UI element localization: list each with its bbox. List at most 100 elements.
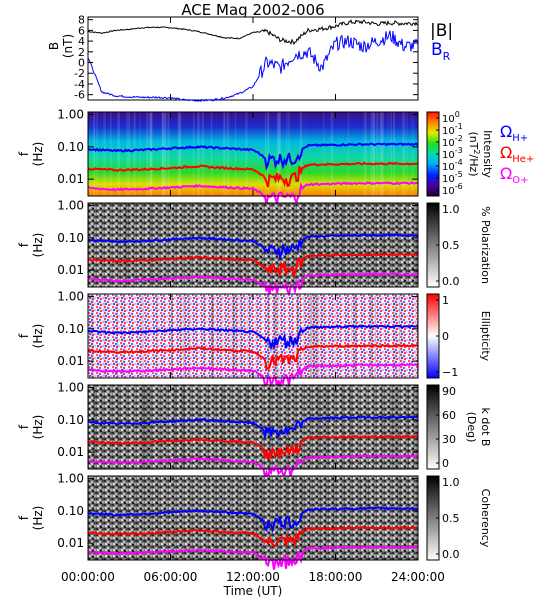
intensity-stripe (223, 112, 226, 196)
polarization-stripe (239, 203, 243, 287)
coherency-stripe (154, 476, 156, 560)
ellipticity-stripe (308, 294, 312, 378)
coherency-stripe (368, 476, 371, 560)
coherency-stripe (280, 476, 282, 560)
coherency-stripe (358, 476, 362, 560)
ellipticity-stripe (235, 294, 238, 378)
legend-br-letter: B (431, 40, 443, 60)
k-dot-b-stripe (374, 385, 376, 469)
spec-ytick-label: 0.01 (57, 536, 84, 550)
ellipticity-stripe (156, 294, 159, 378)
gyro-line-Oplus (87, 272, 419, 299)
intensity-stripe (167, 112, 170, 196)
intensity-stripe (178, 112, 182, 196)
gyro-line-Heplus (87, 434, 419, 461)
ellipticity-stripe (188, 294, 192, 378)
intensity-stripe (362, 112, 366, 196)
coherency-stripe (262, 476, 264, 560)
gyro-legend-item: ΩO+ (500, 164, 528, 186)
spec-ylabel: f (17, 151, 31, 156)
x-tick-label: 06:00:00 (144, 570, 198, 584)
intensity-stripe (267, 112, 269, 196)
coherency-stripe (265, 476, 268, 560)
ellipticity-stripe (399, 294, 403, 378)
polarization-stripe (320, 203, 323, 287)
colorbar-tick-label: −1 (442, 366, 458, 379)
coherency-stripe (242, 476, 245, 560)
ellipticity-stripe (171, 294, 173, 378)
polarization-stripe (309, 203, 313, 287)
polarization-stripe (125, 203, 127, 287)
intensity-stripe (381, 112, 384, 196)
ellipticity-stripe (103, 294, 106, 378)
ellipticity-stripe (180, 294, 183, 378)
k-dot-b-stripe (126, 385, 129, 469)
intensity-stripe (276, 112, 280, 196)
spec-ytick-label: 1.00 (57, 290, 84, 304)
polarization-stripe (398, 203, 400, 287)
k-dot-b-stripe (227, 385, 229, 469)
k-dot-b-stripe (93, 385, 95, 469)
ellipticity-stripe (90, 294, 94, 378)
k-dot-b-stripe (407, 385, 409, 469)
k-dot-b-stripe (108, 385, 111, 469)
k-dot-b-stripe (141, 385, 145, 469)
spec-yunit: (Hz) (31, 506, 45, 531)
polarization-stripe (215, 203, 217, 287)
coherency-stripe (360, 476, 362, 560)
ellipticity-stripe (346, 294, 349, 378)
k-dot-b-stripe (341, 385, 344, 469)
intensity-stripe (245, 112, 248, 196)
spec-yunit: (Hz) (31, 142, 45, 167)
intensity-stripe (331, 112, 334, 196)
coherency-stripe (177, 476, 180, 560)
gyro-legend-item: ΩHe+ (500, 143, 534, 165)
k-dot-b-colorbar-unit: (Deg) (465, 412, 478, 443)
coherency-stripe (333, 476, 335, 560)
intensity-stripe (226, 112, 229, 196)
polarization-stripe (383, 203, 386, 287)
k-dot-b-stripe (183, 385, 186, 469)
coherency-stripe (300, 476, 303, 560)
gyro-line-Heplus (87, 161, 419, 188)
k-dot-b-stripe (139, 385, 142, 469)
k-dot-b-stripe (381, 385, 383, 469)
polarization-stripe (415, 203, 418, 287)
intensity-stripe (161, 112, 164, 196)
k-dot-b-stripe (392, 385, 395, 469)
colorbar-tick-label: 10-6 (442, 182, 463, 197)
k-dot-b-stripe (305, 385, 308, 469)
intensity-stripe (267, 112, 270, 196)
coherency-stripe (304, 476, 306, 560)
coherency-stripe (137, 476, 139, 560)
colorbar-tick-label: 10-1 (442, 122, 463, 137)
k-dot-b-stripe (232, 385, 234, 469)
polarization-stripe (150, 203, 153, 287)
polarization-stripe (344, 203, 346, 287)
coherency-stripe (399, 476, 402, 560)
polarization-stripe (241, 203, 243, 287)
k-dot-b-stripe (326, 385, 330, 469)
colorbar-tick-label: 0 (442, 457, 449, 470)
k-dot-b-stripe (286, 385, 289, 469)
coherency-stripe (133, 476, 135, 560)
ellipticity-stripe (238, 294, 242, 378)
gyro-line-Hplus (87, 506, 419, 534)
ellipticity-stripe (374, 294, 377, 378)
polarization-image (88, 203, 418, 287)
spec-yunit: (Hz) (31, 415, 45, 440)
ellipticity-stripe (303, 294, 305, 378)
coherency-stripe (407, 476, 409, 560)
mag-ytick-label: 2 (78, 46, 85, 59)
k-dot-b-stripe (317, 385, 320, 469)
ellipticity-stripe (248, 294, 251, 378)
k-dot-b-stripe (246, 385, 250, 469)
colorbar-tick-label: 0.5 (442, 239, 460, 252)
polarization-stripe (158, 203, 160, 287)
coherency-stripe (217, 476, 221, 560)
k-dot-b-stripe (280, 385, 283, 469)
gyro-line-Heplus (87, 525, 419, 548)
ellipticity-stripe (211, 294, 214, 378)
k-dot-b-stripe (349, 385, 352, 469)
